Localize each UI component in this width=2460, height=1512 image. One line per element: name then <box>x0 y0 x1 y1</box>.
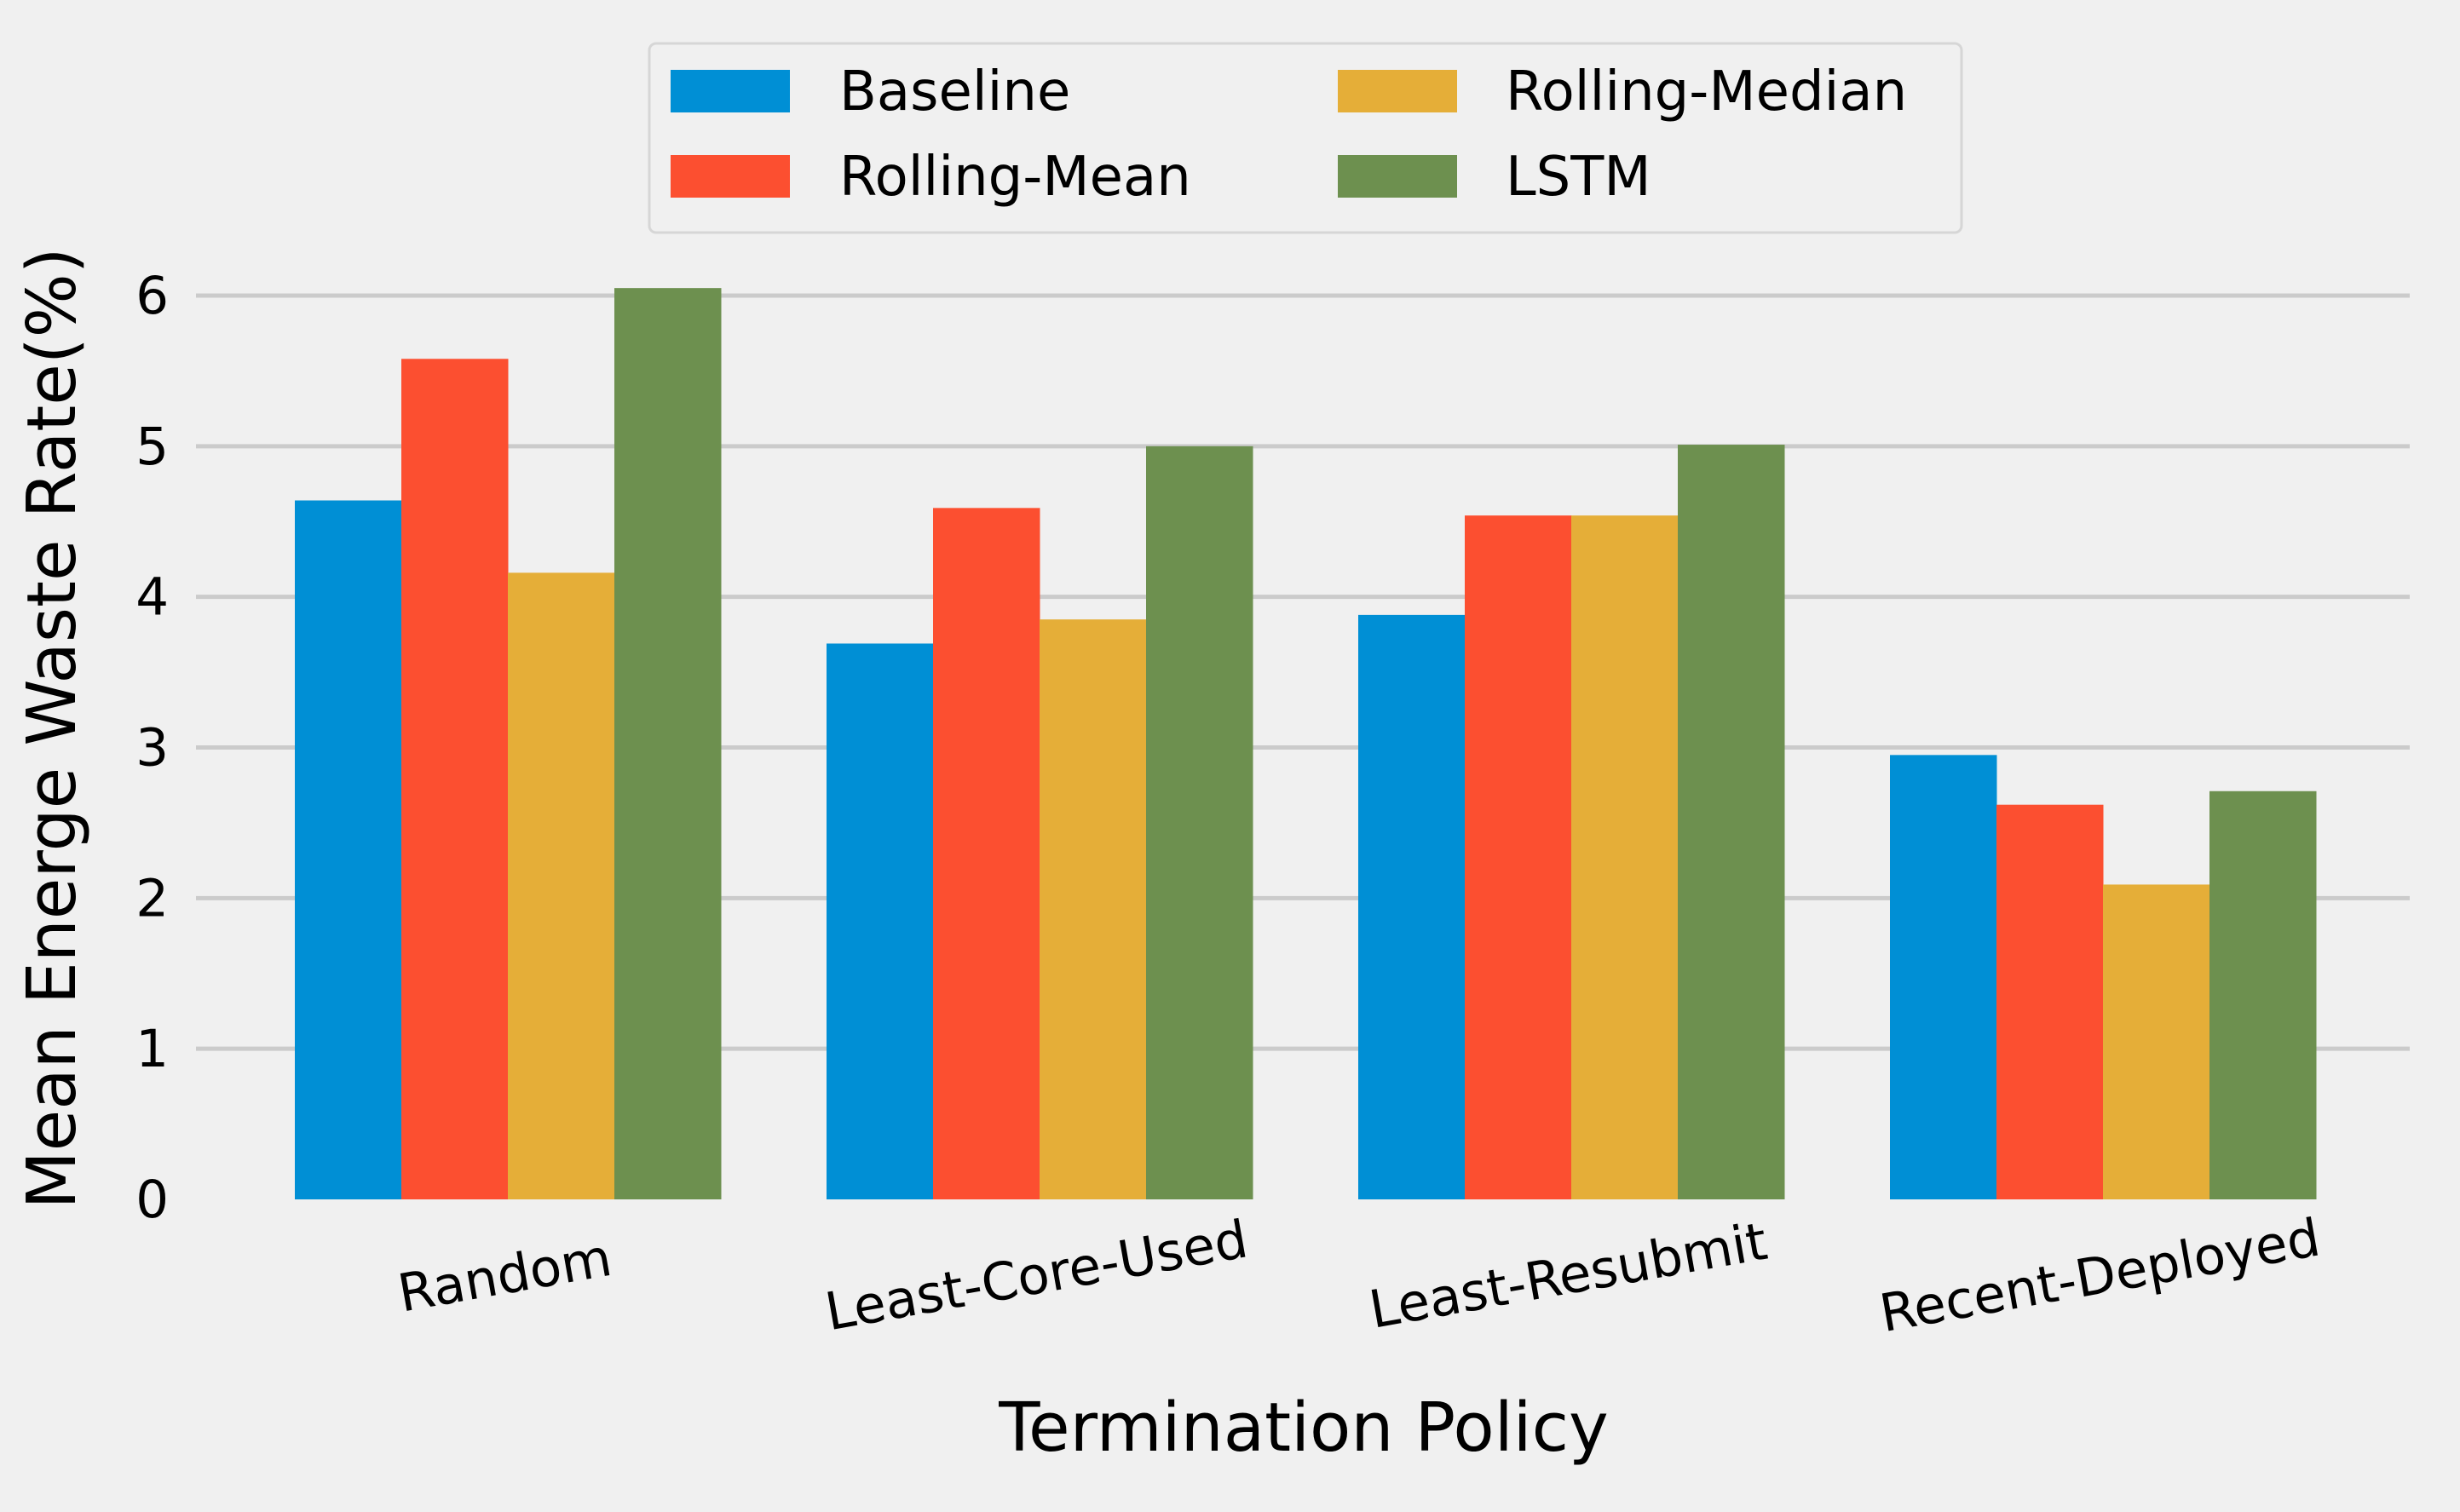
legend-swatch <box>671 70 790 112</box>
y-tick-label: 0 <box>135 1170 169 1230</box>
bar-baseline-least-core-used <box>827 643 934 1199</box>
bar-baseline-random <box>295 500 402 1199</box>
legend-label: Baseline <box>839 60 1070 124</box>
legend-swatch <box>1338 70 1457 112</box>
bar-rolling-mean-least-resubmit <box>1465 515 1572 1199</box>
bar-rolling-mean-random <box>401 359 509 1199</box>
bar-lstm-least-resubmit <box>1678 445 1785 1199</box>
y-axis-title: Mean Energe Waste Rate(%) <box>13 247 91 1209</box>
bar-lstm-random <box>614 288 722 1199</box>
bar-rolling-mean-least-core-used <box>933 508 1040 1199</box>
bar-rolling-median-random <box>508 572 615 1199</box>
y-tick-label: 6 <box>135 266 169 326</box>
bar-baseline-least-resubmit <box>1358 614 1466 1199</box>
legend-swatch <box>671 155 790 198</box>
legend-label: Rolling-Mean <box>839 146 1191 209</box>
legend-swatch <box>1338 155 1457 198</box>
bar-lstm-least-core-used <box>1146 446 1253 1199</box>
x-axis-title: Termination Policy <box>998 1388 1609 1467</box>
y-tick-label: 3 <box>135 718 169 779</box>
y-tick-label: 2 <box>135 868 169 928</box>
bar-baseline-recent-deployed <box>1890 755 1997 1199</box>
bar-rolling-mean-recent-deployed <box>1996 804 2104 1199</box>
legend-label: LSTM <box>1506 146 1651 209</box>
y-tick-labels: 0 1 2 3 4 5 6 <box>135 266 169 1230</box>
bars <box>295 288 2317 1199</box>
legend-label: Rolling-Median <box>1506 60 1907 124</box>
y-tick-label: 4 <box>135 567 169 628</box>
legend: Baseline Rolling-Mean Rolling-Median LSTM <box>648 42 1963 234</box>
bar-rolling-median-least-resubmit <box>1571 515 1679 1199</box>
bar-lstm-recent-deployed <box>2209 790 2317 1199</box>
y-tick-label: 5 <box>135 417 169 477</box>
y-tick-label: 1 <box>135 1019 169 1079</box>
bar-rolling-median-least-core-used <box>1040 619 1147 1199</box>
bar-rolling-median-recent-deployed <box>2103 884 2210 1199</box>
legend-box <box>648 42 1963 234</box>
